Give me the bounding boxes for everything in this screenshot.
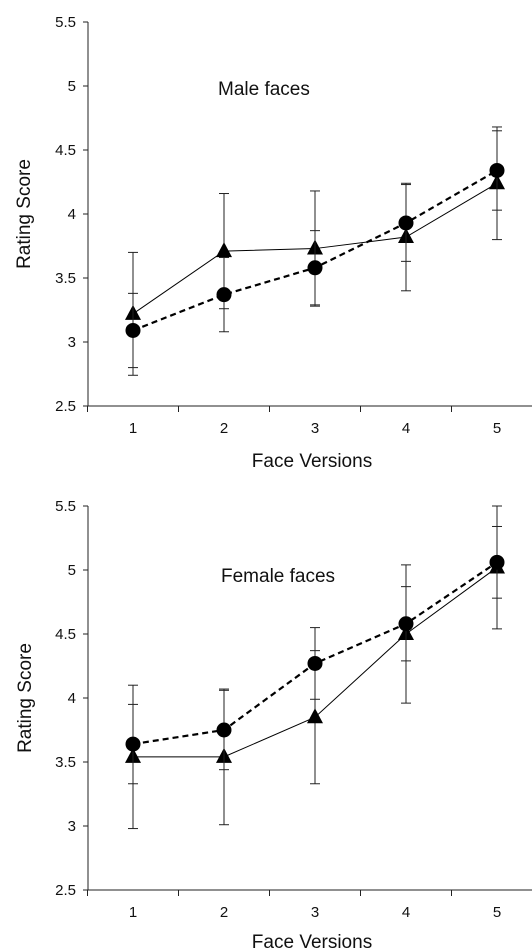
chart-2-y-tick-label: 4: [68, 690, 76, 707]
chart-2-x-axis-title: Face Versions: [252, 932, 372, 952]
chart-1-title: Male faces: [218, 79, 310, 100]
chart-2-y-tick-label: 4.5: [55, 626, 76, 643]
chart-1-y-tick-label: 4.5: [55, 142, 76, 159]
chart-2-x-tick-label: 1: [129, 904, 137, 921]
chart-2-series-circle-point: [125, 736, 141, 752]
chart-2-series-circle-point: [398, 616, 414, 632]
chart-2-x-tick-label: 2: [220, 904, 228, 921]
chart-1-x-tick-label: 2: [220, 420, 228, 437]
chart-2-series-circle-point: [307, 655, 323, 671]
chart-2-series-triangle-point: [307, 708, 323, 724]
chart-2-series-circle-point: [216, 722, 232, 738]
chart-1-x-tick-label: 1: [129, 420, 137, 437]
chart-1-y-tick-label: 3: [68, 334, 76, 351]
chart-1-y-tick-label: 2.5: [55, 398, 76, 415]
chart-1-series-triangle-point: [216, 242, 232, 258]
chart-1-y-tick-label: 4: [68, 206, 76, 223]
chart-1-y-tick-label: 5.5: [55, 14, 76, 31]
chart-1-series-circle-point: [489, 162, 505, 178]
chart-2-y-tick-label: 5.5: [55, 498, 76, 515]
chart-2-y-tick-label: 3.5: [55, 754, 76, 771]
chart-1-series-circle-point: [216, 287, 232, 303]
chart-2-x-tick-label: 5: [493, 904, 501, 921]
chart-2-x-tick-label: 3: [311, 904, 319, 921]
chart-1-series-circle-point: [307, 260, 323, 276]
chart-2-y-tick-label: 2.5: [55, 882, 76, 899]
chart-1-x-tick-label: 5: [493, 420, 501, 437]
chart-1-y-tick-label: 3.5: [55, 270, 76, 287]
chart-2-title: Female faces: [221, 566, 335, 587]
chart-2-y-tick-label: 5: [68, 562, 76, 579]
chart-2-y-axis-title: Rating Score: [15, 643, 36, 753]
chart-1-y-tick-label: 5: [68, 78, 76, 95]
chart-1-series-circle-point: [125, 322, 141, 338]
chart-2-series-circle-point: [489, 554, 505, 570]
chart-1-y-axis-title: Rating Score: [14, 159, 35, 269]
chart-2-y-tick-label: 3: [68, 818, 76, 835]
chart-1-x-axis-title: Face Versions: [252, 451, 372, 472]
chart-1-x-tick-label: 4: [402, 420, 410, 437]
chart-2-x-tick-label: 4: [402, 904, 410, 921]
chart-1-series-circle-point: [398, 215, 414, 231]
chart-1-x-tick-label: 3: [311, 420, 319, 437]
